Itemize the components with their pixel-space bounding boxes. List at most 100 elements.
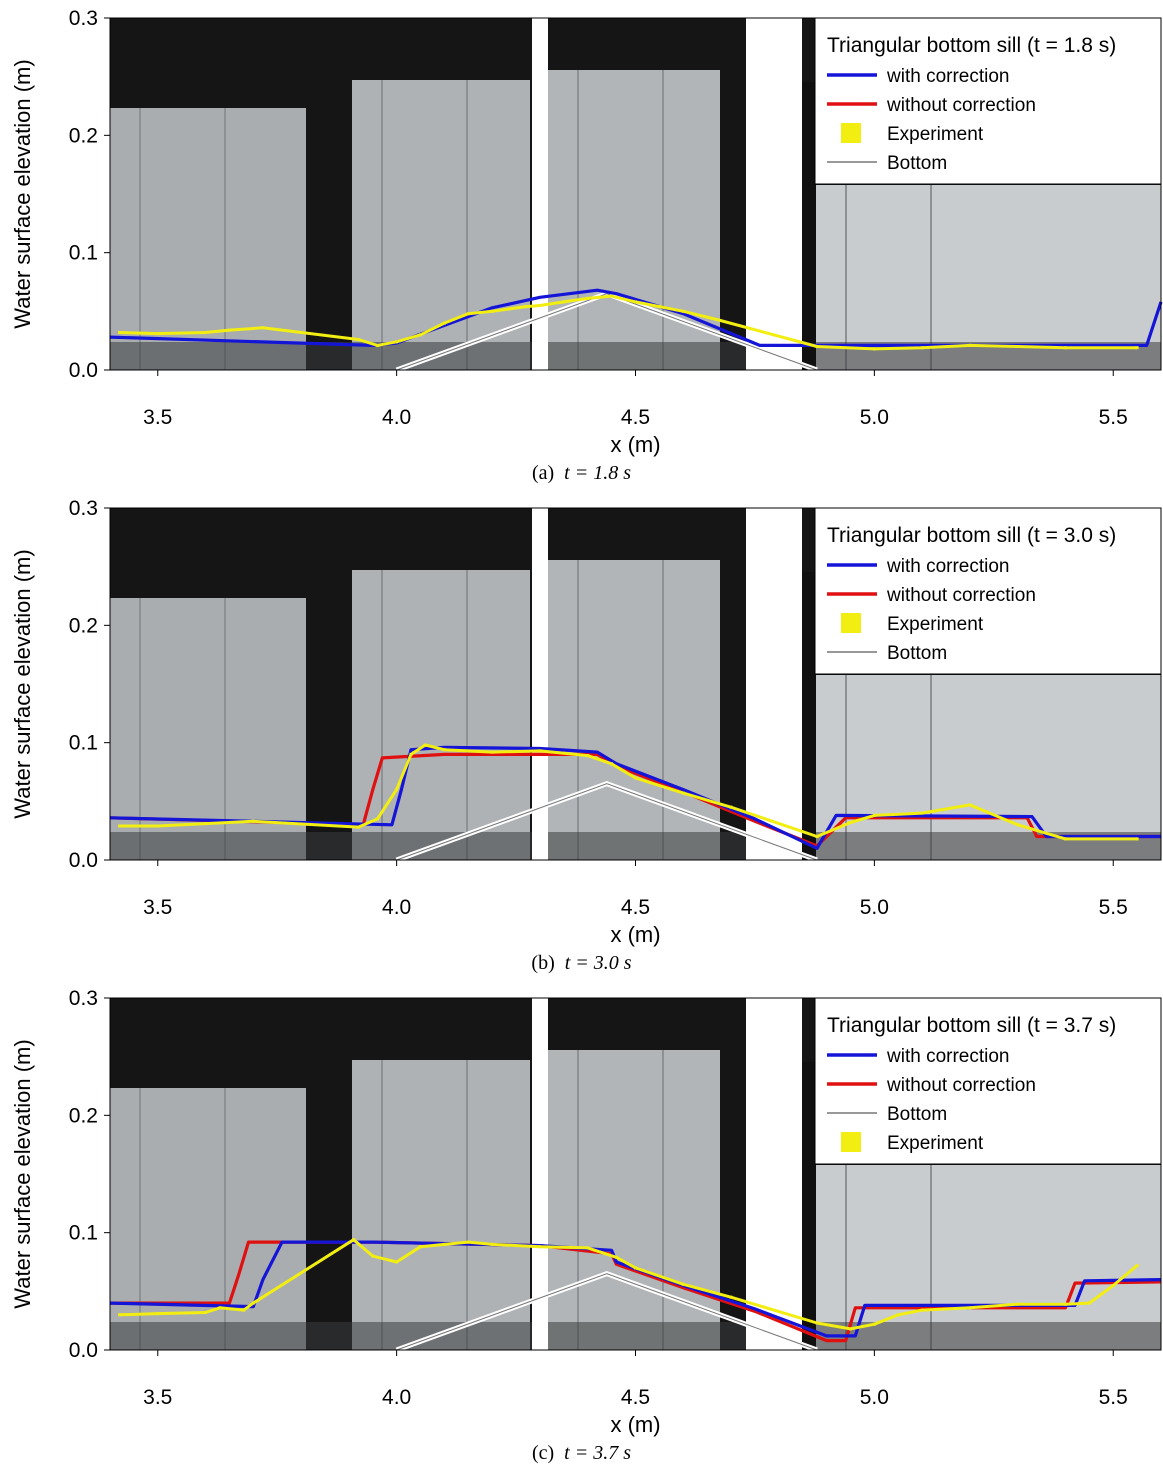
legend-item-experiment: Experiment [841, 123, 984, 145]
legend: Triangular bottom sill (t = 3.0 s) with c… [814, 507, 1162, 675]
experiment-point [1064, 346, 1067, 350]
photo-wall-panel [548, 560, 720, 860]
legend-label: with correction [886, 556, 1010, 577]
experiment-point [376, 817, 379, 821]
experiment-point [729, 805, 733, 809]
experiment-point [1087, 1301, 1091, 1305]
experiment-point [490, 309, 494, 313]
experiment-point [490, 750, 494, 754]
experiment-point [872, 813, 876, 817]
y-tick-label: 0.1 [69, 242, 98, 265]
experiment-point [395, 788, 399, 792]
experiment-point [1135, 837, 1139, 841]
y-tick-label: 0.3 [69, 497, 98, 520]
experiment-point [352, 1238, 356, 1242]
series-experiment [118, 743, 1139, 841]
experiment-point [1016, 345, 1020, 348]
photo-wall-panel [548, 1050, 720, 1350]
legend-label: without correction [886, 95, 1036, 116]
x-tick-label: 5.0 [860, 1386, 889, 1409]
photo-white-gap [746, 998, 802, 1350]
caption-a: (a) t = 1.8 s [0, 462, 1163, 485]
experiment-point [466, 1240, 470, 1244]
experiment-point [896, 1313, 900, 1317]
x-tick-label: 4.5 [621, 1386, 650, 1409]
legend-title: Triangular bottom sill (t = 3.0 s) [827, 524, 1116, 547]
y-tick-label: 0.1 [69, 1222, 98, 1245]
photo-wall-panel [816, 185, 1161, 370]
caption-c-time: t = 3.7 s [564, 1442, 632, 1464]
experiment-point [227, 328, 231, 332]
experiment-point [218, 1306, 222, 1310]
x-axis-label: x (m) [610, 432, 660, 457]
experiment-line [119, 294, 1138, 351]
y-tick-label: 0.0 [69, 1339, 98, 1362]
photo-white-post [532, 18, 548, 370]
experiment-point [1135, 1264, 1139, 1267]
series-bottom [395, 291, 818, 373]
legend-label: with correction [886, 1046, 1010, 1067]
experiment-point [538, 1245, 542, 1249]
y-tick-label: 0.1 [69, 732, 98, 755]
legend: Triangular bottom sill (t = 1.8 s) with c… [814, 17, 1162, 185]
y-axis: 0.0 0.1 0.2 0.3 [69, 987, 110, 1362]
experiment-point [920, 811, 924, 815]
experiment-point [395, 340, 399, 344]
experiment-point [419, 1245, 422, 1249]
experiment-point [261, 326, 265, 330]
legend-title: Triangular bottom sill (t = 1.8 s) [827, 34, 1116, 57]
series-experiment [118, 1238, 1139, 1331]
x-tick-label: 5.0 [860, 896, 889, 919]
x-axis: 3.5 4.0 4.5 5.0 5.5 [143, 860, 1128, 919]
photo-white-post [532, 508, 548, 860]
x-tick-label: 5.0 [860, 406, 889, 429]
series-bottom [395, 781, 818, 863]
experiment-point [118, 331, 122, 334]
x-tick-label: 4.5 [621, 896, 650, 919]
caption-a-time: t = 1.8 s [564, 462, 632, 484]
x-tick-label: 5.5 [1099, 406, 1128, 429]
experiment-point [1135, 346, 1139, 350]
y-tick-label: 0.2 [69, 1104, 98, 1127]
experiment-point [614, 1255, 618, 1259]
x-tick-label: 4.0 [382, 1386, 411, 1409]
x-axis-label: x (m) [610, 922, 660, 947]
experiment-point [681, 791, 685, 795]
x-tick-label: 5.5 [1099, 1386, 1128, 1409]
experiment-point [251, 819, 255, 823]
legend-item-with-correction: with correction [827, 1046, 1010, 1067]
legend-swatch [841, 613, 861, 633]
experiment-point [729, 1295, 733, 1299]
experiment-point [681, 1282, 685, 1286]
x-tick-label: 3.5 [143, 1386, 172, 1409]
experiment-point [968, 1306, 972, 1310]
legend-item-without-correction: without correction [827, 585, 1036, 606]
photo-wall-panel [110, 598, 306, 860]
photo-dark-post [802, 82, 816, 370]
experiment-point [610, 294, 614, 298]
x-axis-label: x (m) [610, 1412, 660, 1437]
experiment-point [1016, 1302, 1020, 1306]
experiment-point [442, 1242, 446, 1246]
bottom-line-inner [396, 783, 818, 861]
x-tick-label: 3.5 [143, 406, 172, 429]
experiment-point [610, 762, 614, 766]
legend-label: with correction [886, 66, 1010, 87]
legend-label: Experiment [887, 614, 984, 635]
photo-white-gap [746, 18, 802, 370]
experiment-point [356, 338, 360, 341]
experiment-point [423, 743, 427, 747]
x-tick-label: 4.0 [382, 406, 411, 429]
x-tick-label: 5.5 [1099, 896, 1128, 919]
experiment-point [490, 1242, 494, 1246]
experiment-point [118, 1313, 122, 1317]
experiment-point [371, 1254, 375, 1258]
experiment-point [1064, 1302, 1067, 1306]
photo-white-gap [746, 508, 802, 860]
experiment-point [356, 825, 360, 829]
legend-box [814, 997, 1162, 1165]
experiment-point [681, 309, 685, 313]
experiment-point [242, 1308, 246, 1312]
experiment-point [920, 346, 924, 350]
bottom-line-inner [396, 293, 818, 371]
